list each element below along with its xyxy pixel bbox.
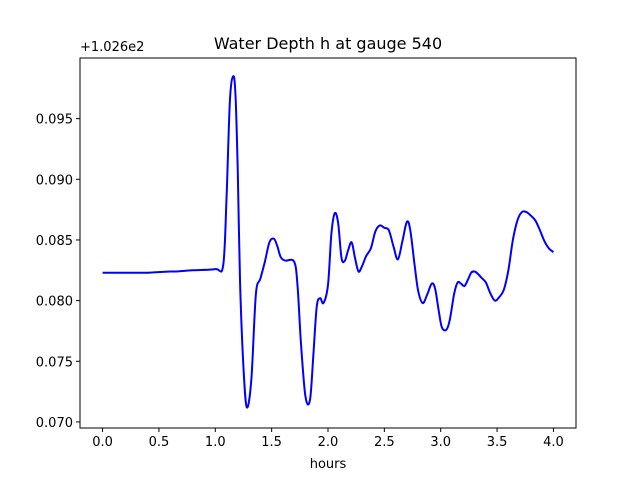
- y-tick-label: 0.090: [36, 173, 73, 188]
- y-tick-label: 0.095: [36, 113, 73, 128]
- x-axis-label: hours: [310, 457, 347, 472]
- y-axis-offset-label: +1.026e2: [80, 40, 144, 55]
- x-tick-label: 4.0: [543, 435, 564, 450]
- axis-ticks: 0.0 0.5 1.0 1.5 2.0 2.5 3.0 3.5 4.0 0.070 0.075 0.0…: [36, 113, 564, 450]
- x-tick-label: 1.0: [205, 435, 226, 450]
- chart-title: Water Depth h at gauge 540: [214, 34, 442, 53]
- x-tick-label: 2.0: [318, 435, 339, 450]
- x-tick-label: 1.5: [261, 435, 282, 450]
- x-tick-label: 0.5: [149, 435, 170, 450]
- x-tick-label: 3.5: [487, 435, 508, 450]
- plot-frame: [79, 57, 577, 429]
- y-tick-label: 0.080: [36, 295, 73, 310]
- series-line: [102, 75, 555, 409]
- y-tick-label: 0.070: [36, 416, 73, 431]
- x-tick-label: 3.0: [430, 435, 451, 450]
- x-tick-label: 0.0: [92, 435, 113, 450]
- y-tick-label: 0.085: [36, 234, 73, 249]
- x-tick-label: 2.5: [374, 435, 395, 450]
- y-tick-label: 0.075: [36, 355, 73, 370]
